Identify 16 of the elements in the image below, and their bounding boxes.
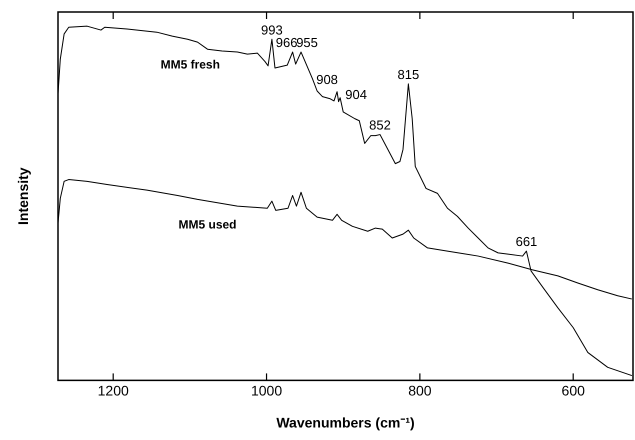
series-label: MM5 fresh <box>160 58 220 72</box>
annotation: 955 <box>296 35 318 50</box>
annotation: 908 <box>316 72 338 87</box>
annotation: 852 <box>369 118 391 133</box>
annotation: 993 <box>261 22 283 38</box>
x-tick-label: 600 <box>562 382 586 399</box>
annotation: 661 <box>516 234 538 250</box>
annotation: 966 <box>276 35 298 50</box>
annotation: 815 <box>398 66 420 82</box>
x-axis-title: Wavenumbers (cm⁻¹) <box>276 414 415 430</box>
x-tick-label: 1200 <box>98 382 129 399</box>
y-axis-title: Intensity <box>14 167 31 225</box>
x-tick-label: 800 <box>408 382 432 399</box>
x-tick-label: 1000 <box>250 382 282 399</box>
series-label: MM5 used <box>178 218 237 232</box>
annotation: 904 <box>345 86 367 102</box>
